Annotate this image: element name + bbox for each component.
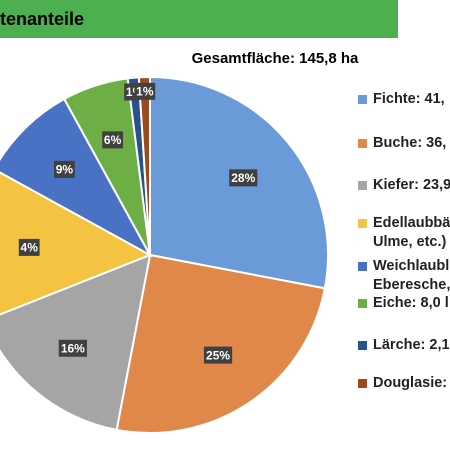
slice-data-label: 28% <box>229 169 258 187</box>
legend-label: Fichte: 41, <box>373 91 445 107</box>
legend-label: Eiche: 8,0 l <box>373 295 449 311</box>
svg-text:4%: 4% <box>21 241 39 255</box>
pie-slice <box>0 171 153 316</box>
legend-label: Lärche: 2,1 <box>373 337 450 353</box>
svg-text:16%: 16% <box>61 341 85 355</box>
legend-item: Douglasie: <box>358 374 447 393</box>
header-spacer <box>398 0 450 38</box>
slice-data-label: 25% <box>203 346 233 364</box>
legend-label: Weichlaubl Eberesche, <box>373 258 450 293</box>
pie-slice <box>137 75 151 256</box>
legend-swatch <box>358 341 367 350</box>
legend-swatch <box>358 262 367 271</box>
legend-swatch <box>358 219 367 228</box>
slice-data-label: 6% <box>102 131 123 149</box>
svg-text:9%: 9% <box>56 163 74 177</box>
legend-label: Edellaubbä Ulme, etc.) <box>373 215 450 250</box>
pie-slice <box>115 253 327 434</box>
legend-swatch <box>358 379 367 388</box>
slice-data-label: 1% <box>134 82 156 100</box>
svg-text:28%: 28% <box>231 171 255 185</box>
svg-text:6%: 6% <box>104 133 122 147</box>
legend-swatch <box>358 299 367 308</box>
header-title: tenanteile <box>0 9 85 29</box>
legend-item: Eiche: 8,0 l <box>358 294 449 313</box>
header-bar: tenanteile <box>0 0 398 38</box>
pie-slice <box>0 97 153 258</box>
legend-label: Buche: 36, <box>373 135 447 151</box>
slice-data-label: 4% <box>18 238 40 256</box>
legend-label: Kiefer: 23,9 <box>373 177 450 193</box>
legend-swatch <box>358 95 367 104</box>
legend-item: Edellaubbä Ulme, etc.) <box>358 214 450 252</box>
chart-subtitle: Gesamtfläche: 145,8 ha <box>191 50 359 67</box>
legend-swatch <box>358 139 367 148</box>
legend-item: Fichte: 41, <box>358 90 445 109</box>
legend-swatch <box>358 181 367 190</box>
legend-label: Douglasie: <box>373 375 448 391</box>
legend-item: Lärche: 2,1 <box>358 336 450 355</box>
legend-item: Kiefer: 23,9 <box>358 176 450 195</box>
legend-item: Weichlaubl Eberesche, <box>358 257 450 295</box>
svg-text:25%: 25% <box>206 348 230 362</box>
slice-data-label: 9% <box>54 160 75 178</box>
svg-text:1%: 1% <box>136 85 154 99</box>
slice-data-label: 16% <box>58 339 87 357</box>
legend-item: Buche: 36, <box>358 134 446 153</box>
